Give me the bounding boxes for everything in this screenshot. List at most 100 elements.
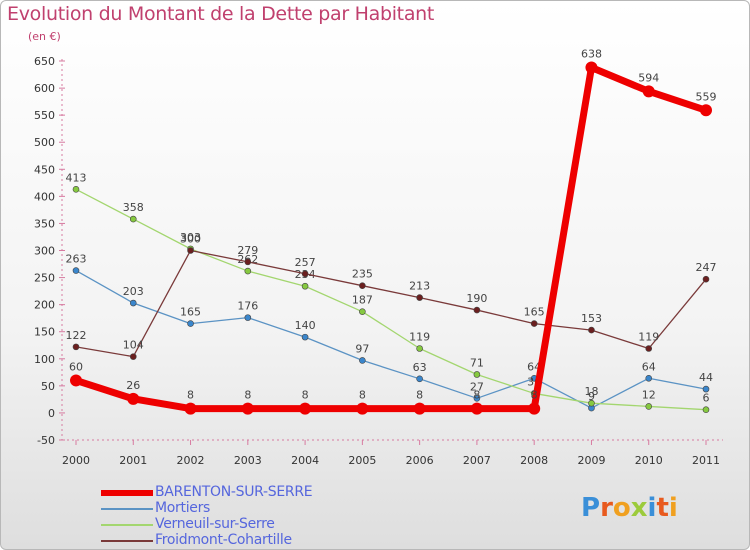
legend-swatch-froidmont [101, 540, 153, 542]
y-tick-label: 500 [34, 136, 55, 149]
x-tick-label: 2000 [62, 454, 90, 467]
logo-letter: P [581, 493, 601, 523]
data-label: 235 [352, 268, 373, 281]
data-label: 165 [524, 306, 545, 319]
y-tick-label: 400 [34, 190, 55, 203]
data-label: 8 [416, 389, 423, 402]
x-tick-label: 2005 [348, 454, 376, 467]
data-point [416, 375, 423, 383]
data-point [702, 406, 710, 413]
data-label: 279 [237, 244, 258, 257]
data-label: 9 [588, 390, 595, 403]
data-point [129, 215, 137, 223]
data-label: 27 [470, 380, 484, 393]
x-tick-label: 2011 [692, 454, 720, 467]
data-point [702, 275, 710, 283]
data-label: 300 [180, 233, 201, 246]
x-tick-label: 2003 [234, 454, 262, 467]
data-point [72, 267, 80, 274]
data-point [470, 402, 483, 415]
y-tick-label: -50 [37, 434, 55, 447]
data-point [473, 306, 481, 314]
x-tick-label: 2007 [463, 454, 491, 467]
data-point [702, 385, 710, 393]
data-point [127, 392, 140, 405]
data-point [645, 374, 653, 382]
data-point [413, 402, 426, 415]
y-tick-label: 100 [34, 353, 55, 366]
legend-swatch-barenton [101, 490, 153, 496]
data-point [241, 402, 254, 415]
data-label: 104 [123, 339, 144, 352]
data-label: 97 [355, 342, 369, 355]
data-label: 559 [696, 90, 717, 103]
data-label: 64 [642, 360, 656, 373]
y-tick-label: 300 [34, 245, 55, 258]
legend-swatch-verneuil [101, 524, 153, 526]
y-tick-label: 650 [34, 55, 55, 68]
data-point [645, 403, 653, 410]
data-point [301, 270, 309, 278]
data-point [416, 294, 423, 301]
data-point [72, 186, 80, 193]
data-label: 122 [66, 329, 87, 342]
data-label: 8 [244, 389, 251, 402]
data-label: 187 [352, 294, 373, 307]
data-point [530, 320, 538, 327]
series-line [75, 188, 707, 411]
data-label: 140 [295, 319, 316, 332]
data-label: 8 [473, 389, 480, 402]
data-label: 71 [470, 356, 484, 369]
data-label: 18 [584, 385, 598, 398]
data-point [72, 343, 80, 351]
data-label: 63 [413, 361, 427, 374]
data-point [642, 85, 655, 98]
data-label: 203 [123, 285, 144, 298]
data-point [187, 247, 194, 254]
data-label: 263 [66, 253, 87, 266]
data-point [70, 374, 82, 387]
y-tick-label: 150 [34, 326, 55, 339]
data-point [301, 333, 309, 341]
y-tick-label: 600 [34, 82, 55, 95]
proxiti-logo: Proxiti [581, 493, 678, 523]
data-point [416, 345, 423, 352]
data-label: 190 [466, 292, 487, 305]
y-tick-label: 350 [34, 217, 55, 230]
data-label: 60 [69, 360, 83, 373]
x-tick-label: 2001 [119, 454, 147, 467]
data-point [359, 282, 366, 289]
logo-letter: t [656, 493, 669, 523]
y-tick-label: 450 [34, 163, 55, 176]
legend-label-barenton: BARENTON-SUR-SERRE [155, 484, 313, 500]
legend-swatch-mortiers [101, 508, 153, 510]
logo-letter: i [647, 493, 657, 523]
data-label: 44 [699, 371, 713, 384]
logo-letter: x [630, 493, 648, 523]
data-point [129, 299, 137, 307]
data-point [700, 104, 712, 117]
data-label: 6 [703, 392, 710, 405]
data-label: 26 [126, 379, 140, 392]
data-point [301, 282, 309, 290]
data-point [184, 402, 197, 415]
x-tick-label: 2006 [406, 454, 434, 467]
y-tick-label: 250 [34, 272, 55, 285]
data-point [359, 308, 366, 315]
chart-title: Evolution du Montant de la Dette par Hab… [7, 3, 435, 25]
data-point [473, 395, 481, 402]
data-point [359, 357, 366, 364]
data-point [187, 320, 194, 327]
data-point [585, 61, 598, 74]
data-label: 213 [409, 280, 430, 293]
x-tick-label: 2004 [291, 454, 319, 467]
chart-unit: (en €) [28, 30, 61, 43]
data-label: 8 [531, 389, 538, 402]
data-point [588, 399, 595, 407]
data-label: 176 [237, 300, 258, 313]
y-tick-label: 0 [48, 407, 55, 420]
y-tick-label: 200 [34, 299, 55, 312]
series-line [75, 249, 707, 358]
